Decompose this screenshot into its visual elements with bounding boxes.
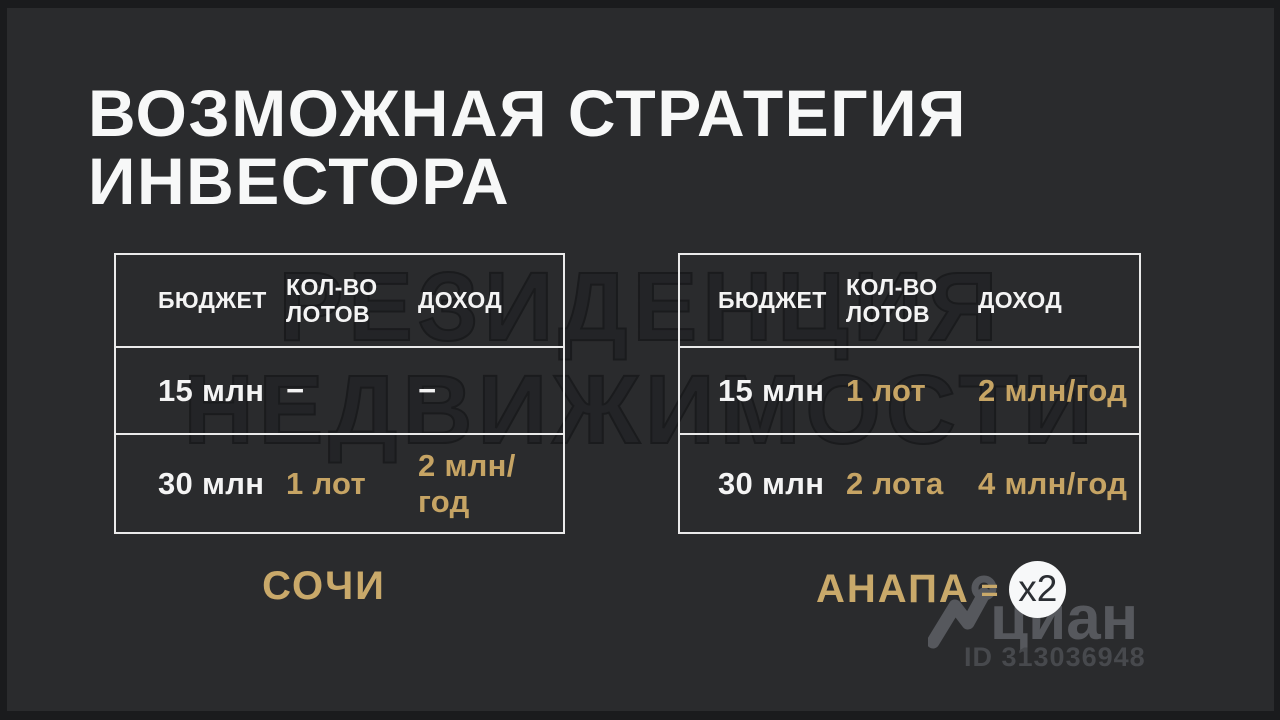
header-cell-income: ДОХОД (418, 287, 503, 314)
cell-value: 30 млн (158, 465, 265, 501)
title-line2: ИНВЕСТОРА (88, 143, 511, 218)
title-line1: ВОЗМОЖНАЯ СТРАТЕГИЯ (88, 76, 967, 150)
cell-value: 4 млн/год (978, 465, 1128, 501)
table-header-row: БЮДЖЕТ КОЛ-ВО ЛОТОВ ДОХОД (116, 255, 563, 346)
cell-income: − (418, 373, 563, 409)
caption-sochi: СОЧИ (262, 564, 386, 608)
caption-anapa: АНАПА (816, 566, 970, 611)
header-cell-lots: КОЛ-ВО ЛОТОВ (286, 274, 378, 327)
cell-lots: − (286, 373, 418, 409)
table-row: 30 млн 1 лот 2 млн/год (116, 433, 563, 532)
cell-value: 2 лота (846, 465, 944, 501)
watermark-line1: РЕЗИДЕНЦИЯ (277, 252, 1003, 361)
cell-lots: 2 лота (846, 466, 978, 502)
investment-table-sochi: БЮДЖЕТ КОЛ-ВО ЛОТОВ ДОХОД 15 млн − − 30 … (114, 253, 565, 534)
table-row: 15 млн 1 лот 2 млн/год (680, 346, 1139, 433)
cell-budget: 30 млн (158, 466, 286, 502)
presentation-slide: РЕЗИДЕНЦИЯ НЕДВИЖИМОСТИ ВОЗМОЖНАЯ СТРАТЕГ… (7, 8, 1274, 711)
cell-value: 2 млн/год (978, 372, 1128, 408)
header-cell-budget: БЮДЖЕТ (718, 287, 827, 314)
watermark-line2: НЕДВИЖИМОСТИ (183, 354, 1098, 464)
cell-value: 1 лот (286, 465, 366, 501)
cell-budget: 15 млн (158, 373, 286, 409)
table-row: 15 млн − − (116, 346, 563, 433)
cell-budget: 30 млн (718, 466, 846, 502)
table-header-row: БЮДЖЕТ КОЛ-ВО ЛОТОВ ДОХОД (680, 255, 1139, 346)
background-watermark: РЕЗИДЕНЦИЯ НЕДВИЖИМОСТИ (183, 254, 1098, 464)
cell-income: 4 млн/год (978, 466, 1139, 502)
cell-lots: 1 лот (846, 373, 978, 409)
cell-income: 2 млн/год (418, 448, 563, 520)
cell-income: 2 млн/год (978, 373, 1139, 409)
investment-table-anapa: БЮДЖЕТ КОЛ-ВО ЛОТОВ ДОХОД 15 млн 1 лот 2… (678, 253, 1141, 534)
slide-title: ВОЗМОЖНАЯ СТРАТЕГИЯ ИНВЕСТОРА (88, 79, 967, 218)
cell-value: − (418, 372, 437, 408)
cell-lots: 1 лот (286, 466, 418, 502)
multiplier-badge: x2 (1009, 560, 1067, 618)
cian-pin-icon (928, 575, 997, 649)
cell-value: 30 млн (718, 465, 825, 501)
header-cell-budget: БЮДЖЕТ (158, 287, 267, 314)
cell-value: 15 млн (158, 372, 265, 408)
header-cell-lots: КОЛ-ВО ЛОТОВ (846, 274, 938, 327)
cell-value: 1 лот (846, 372, 926, 408)
cell-value: 15 млн (718, 372, 825, 408)
caption-anapa-group: АНАПА = x2 (816, 558, 1067, 620)
cell-budget: 15 млн (718, 373, 846, 409)
equals-sign: = (980, 574, 999, 607)
cell-value: 2 млн/год (418, 447, 516, 519)
listing-id: ID 313036948 (964, 642, 1146, 672)
cell-value: − (286, 372, 305, 408)
header-cell-income: ДОХОД (978, 287, 1063, 314)
table-row: 30 млн 2 лота 4 млн/год (680, 433, 1139, 532)
